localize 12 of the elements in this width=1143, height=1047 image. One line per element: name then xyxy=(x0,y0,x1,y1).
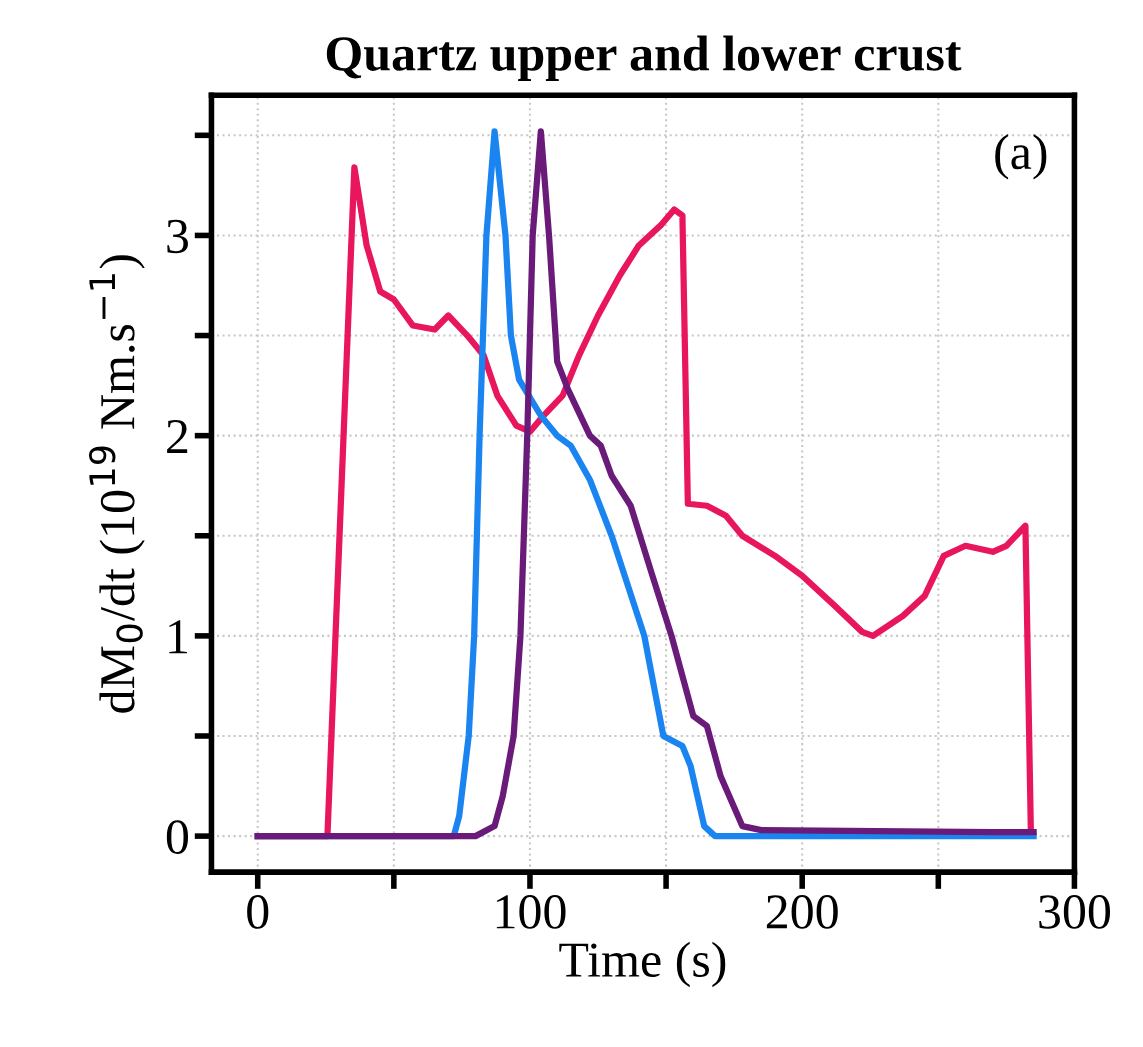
y-tick-label: 3 xyxy=(167,219,188,254)
y-tick-label: 1 xyxy=(169,620,187,654)
x-tick-label: 0 xyxy=(247,895,269,929)
x-axis-title: Time (s) xyxy=(559,941,726,988)
annotation: (a) xyxy=(995,134,1047,180)
x-tick-label: 300 xyxy=(1039,895,1111,929)
y-axis-title: dM$_{0}$/dt (10$^{19}$ Nm.s$^{−1}$) xyxy=(88,255,145,713)
y-tick-label: 0 xyxy=(166,820,189,854)
x-tick-label: 200 xyxy=(766,895,838,929)
chart-title: Quartz upper and lower crust xyxy=(326,35,962,81)
x-tick-label: 100 xyxy=(496,895,566,929)
y-tick-label: 2 xyxy=(167,419,188,454)
